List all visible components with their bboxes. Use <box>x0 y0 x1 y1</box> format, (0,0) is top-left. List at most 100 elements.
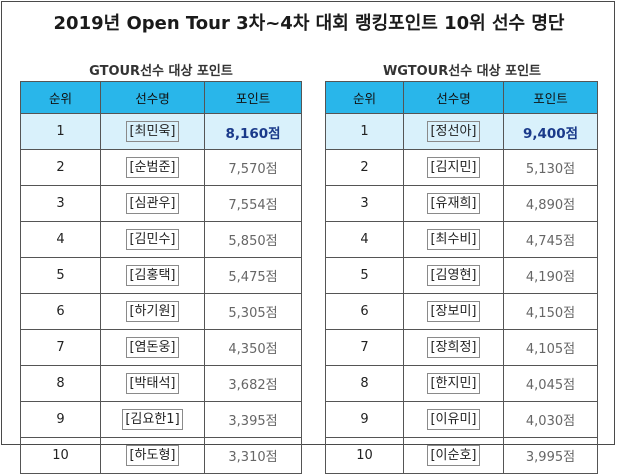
player-name-cell: [이순호] <box>403 437 504 474</box>
player-name-cell: [장희정] <box>403 329 504 366</box>
player-name-cell: [김영현] <box>403 257 504 294</box>
points-cell: 4,150점 <box>503 293 598 330</box>
table-row: 9 [이유미] 4,030점 <box>325 401 598 438</box>
player-name: [김민수] <box>126 229 179 250</box>
rank-cell: 7 <box>325 329 404 366</box>
player-name: [김영현] <box>427 265 480 286</box>
player-name: [하기원] <box>126 301 179 322</box>
rank-cell: 5 <box>325 257 404 294</box>
table-header-row: 순위 선수명 포인트 <box>20 81 302 114</box>
rank-cell: 7 <box>20 329 101 366</box>
player-name-cell: [심관우] <box>100 185 205 222</box>
header-points: 포인트 <box>503 81 598 114</box>
table-row: 10 [하도형] 3,310점 <box>20 437 302 474</box>
points-cell: 7,554점 <box>204 185 302 222</box>
table-row: 8 [한지민] 4,045점 <box>325 365 598 402</box>
document-frame <box>1 1 615 445</box>
player-name: [순범준] <box>126 157 179 178</box>
player-name: [최수비] <box>427 229 480 250</box>
points-cell: 4,030점 <box>503 401 598 438</box>
player-name-cell: [박태석] <box>100 365 205 402</box>
points-cell: 5,475점 <box>204 257 302 294</box>
player-name-cell: [최민욱] <box>100 113 205 150</box>
points-cell: 4,745점 <box>503 221 598 258</box>
table-row: 4 [최수비] 4,745점 <box>325 221 598 258</box>
rank-cell: 10 <box>20 437 101 474</box>
rank-cell: 5 <box>20 257 101 294</box>
player-name: [심관우] <box>126 193 179 214</box>
rank-cell: 9 <box>20 401 101 438</box>
table-row: 5 [김영현] 4,190점 <box>325 257 598 294</box>
gtour-subtitle: GTOUR선수 대상 포인트 <box>89 64 233 79</box>
rank-cell: 3 <box>325 185 404 222</box>
player-name: [장보미] <box>427 301 480 322</box>
player-name-cell: [김민수] <box>100 221 205 258</box>
header-player: 선수명 <box>100 81 205 114</box>
rank-cell: 6 <box>20 293 101 330</box>
player-name: [유재희] <box>427 193 480 214</box>
points-cell: 4,890점 <box>503 185 598 222</box>
player-name-cell: [하기원] <box>100 293 205 330</box>
wgtour-subtitle: WGTOUR선수 대상 포인트 <box>382 64 542 79</box>
header-rank: 순위 <box>325 81 404 114</box>
rank-cell: 8 <box>20 365 101 402</box>
player-name: [김요한1] <box>122 409 183 430</box>
table-row: 2 [김지민] 5,130점 <box>325 149 598 186</box>
table-row: 3 [유재희] 4,890점 <box>325 185 598 222</box>
table-row: 7 [염돈웅] 4,350점 <box>20 329 302 366</box>
points-cell: 3,310점 <box>204 437 302 474</box>
player-name-cell: [정선아] <box>403 113 504 150</box>
header-rank: 순위 <box>20 81 101 114</box>
rank-cell: 2 <box>325 149 404 186</box>
player-name-cell: [장보미] <box>403 293 504 330</box>
table-row: 6 [장보미] 4,150점 <box>325 293 598 330</box>
rank-cell: 10 <box>325 437 404 474</box>
table-row: 9 [김요한1] 3,395점 <box>20 401 302 438</box>
rank-cell: 8 <box>325 365 404 402</box>
table-row: 1 [정선아] 9,400점 <box>325 113 598 150</box>
player-name-cell: [최수비] <box>403 221 504 258</box>
page-title: 2019년 Open Tour 3차~4차 대회 랭킹포인트 10위 선수 명단 <box>53 13 565 34</box>
player-name-cell: [김홍택] <box>100 257 205 294</box>
player-name-cell: [순범준] <box>100 149 205 186</box>
player-name-cell: [유재희] <box>403 185 504 222</box>
rank-cell: 4 <box>325 221 404 258</box>
points-cell: 3,682점 <box>204 365 302 402</box>
header-player: 선수명 <box>403 81 504 114</box>
player-name: [정선아] <box>427 121 480 142</box>
points-cell: 5,130점 <box>503 149 598 186</box>
player-name: [이순호] <box>427 445 480 466</box>
points-cell: 4,105점 <box>503 329 598 366</box>
rank-cell: 9 <box>325 401 404 438</box>
player-name: [한지민] <box>427 373 480 394</box>
player-name: [염돈웅] <box>126 337 179 358</box>
player-name-cell: [김지민] <box>403 149 504 186</box>
points-cell: 8,160점 <box>204 113 302 150</box>
player-name: [박태석] <box>126 373 179 394</box>
rank-cell: 3 <box>20 185 101 222</box>
rank-cell: 4 <box>20 221 101 258</box>
table-row: 10 [이순호] 3,995점 <box>325 437 598 474</box>
player-name: [김지민] <box>427 157 480 178</box>
points-cell: 5,305점 <box>204 293 302 330</box>
player-name: [장희정] <box>427 337 480 358</box>
player-name-cell: [하도형] <box>100 437 205 474</box>
player-name-cell: [이유미] <box>403 401 504 438</box>
gtour-ranking-table: 순위 선수명 포인트 1 [최민욱] 8,160점 2 [순범준] 7,570점 3 [심관우… <box>20 81 302 474</box>
wgtour-ranking-table: 순위 선수명 포인트 1 [정선아] 9,400점 2 [김지민] 5,130점 3 [유재희… <box>325 81 598 474</box>
points-cell: 4,190점 <box>503 257 598 294</box>
rank-cell: 1 <box>325 113 404 150</box>
table-row: 8 [박태석] 3,682점 <box>20 365 302 402</box>
rank-cell: 2 <box>20 149 101 186</box>
points-cell: 3,395점 <box>204 401 302 438</box>
table-row: 5 [김홍택] 5,475점 <box>20 257 302 294</box>
table-row: 7 [장희정] 4,105점 <box>325 329 598 366</box>
player-name: [김홍택] <box>126 265 179 286</box>
player-name-cell: [염돈웅] <box>100 329 205 366</box>
table-row: 1 [최민욱] 8,160점 <box>20 113 302 150</box>
points-cell: 4,350점 <box>204 329 302 366</box>
player-name-cell: [김요한1] <box>100 401 205 438</box>
table-row: 6 [하기원] 5,305점 <box>20 293 302 330</box>
player-name: [이유미] <box>427 409 480 430</box>
player-name: [하도형] <box>126 445 179 466</box>
